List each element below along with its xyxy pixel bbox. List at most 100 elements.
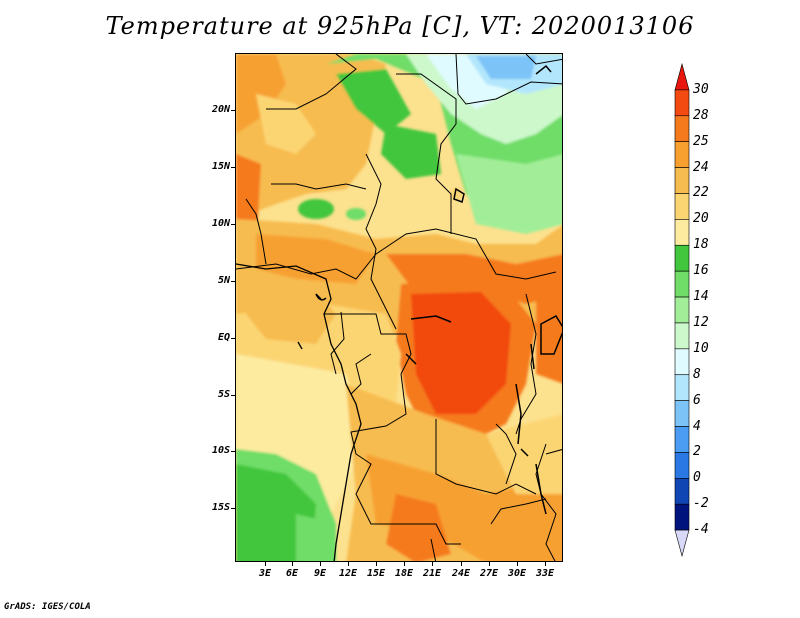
colorbar-label: 2 xyxy=(693,444,701,460)
coast-detail-3 xyxy=(315,293,327,301)
field-kalahari-hot xyxy=(386,494,451,561)
field-north-cold-1 xyxy=(336,69,411,134)
colorbar-swatch xyxy=(674,374,690,401)
border-10 xyxy=(350,353,372,395)
lon-tick xyxy=(517,561,518,566)
lat-label: 10S xyxy=(211,445,230,456)
lon-tick xyxy=(489,561,490,566)
colorbar-label: 22 xyxy=(693,185,709,201)
border-16 xyxy=(430,538,437,561)
lon-label: 15E xyxy=(366,568,386,579)
lon-label: 24E xyxy=(451,568,471,579)
lat-tick xyxy=(231,395,236,396)
lake-tanganyika xyxy=(515,383,522,445)
lat-tick xyxy=(231,167,236,168)
lat-label: 15S xyxy=(211,502,230,513)
border-18 xyxy=(535,443,557,561)
river-congo-2 xyxy=(405,353,417,365)
lat-tick xyxy=(231,451,236,452)
field-sahel-green-2 xyxy=(346,208,366,220)
border-4 xyxy=(365,153,397,330)
colorbar-swatch xyxy=(674,529,690,558)
field-east-african-mild xyxy=(486,414,562,494)
lat-label: EQ xyxy=(217,332,230,343)
field-east-cool xyxy=(456,154,562,234)
colorbar-swatch xyxy=(674,167,690,194)
field-gulf-guinea xyxy=(246,279,336,344)
colorbar-swatch xyxy=(674,219,690,246)
colorbar-swatch xyxy=(674,426,690,453)
colorbar-label: 0 xyxy=(693,470,701,486)
field-south-hot xyxy=(366,454,562,561)
lake-chad xyxy=(453,187,465,203)
lon-tick xyxy=(376,561,377,566)
colorbar-label: 8 xyxy=(693,366,701,382)
colorbar-label: 12 xyxy=(693,314,709,330)
lon-tick xyxy=(265,561,266,566)
field-congo-hot xyxy=(411,292,511,414)
colorbar-label: 20 xyxy=(693,211,709,227)
colorbar-swatch xyxy=(674,244,690,272)
lake-kivu xyxy=(530,343,535,370)
lat-tick xyxy=(231,338,236,339)
colorbar-swatch xyxy=(674,62,690,91)
lat-label: 10N xyxy=(211,218,230,229)
colorbar-label: 18 xyxy=(693,237,709,253)
lon-tick xyxy=(320,561,321,566)
lon-label: 12E xyxy=(338,568,358,579)
lakes xyxy=(315,64,562,515)
field-sahara-hot xyxy=(236,54,286,134)
colorbar-swatch xyxy=(674,193,690,220)
border-12 xyxy=(350,373,461,545)
lon-tick xyxy=(292,561,293,566)
lake-mweru xyxy=(520,448,529,457)
colorbar-swatch xyxy=(674,348,690,376)
border-1 xyxy=(266,54,357,110)
field-east-hot xyxy=(536,284,562,384)
lon-label: 21E xyxy=(422,568,442,579)
border-7 xyxy=(236,228,557,280)
colorbar-label: 24 xyxy=(693,159,709,175)
field-sahel-green-1 xyxy=(298,199,334,219)
border-19 xyxy=(525,54,562,65)
grads-credit: GrADS: IGES/COLA xyxy=(4,602,91,612)
lon-tick xyxy=(461,561,462,566)
colorbar-label: 16 xyxy=(693,263,709,279)
lake-malawi xyxy=(535,463,547,515)
field-sahel-warm xyxy=(256,234,376,284)
colorbar-swatch xyxy=(674,478,690,505)
colorbar-label: 25 xyxy=(693,133,709,149)
border-14 xyxy=(495,423,517,485)
lat-tick xyxy=(231,110,236,111)
colorbar-label: 30 xyxy=(693,81,709,97)
border-3 xyxy=(455,54,562,105)
lon-label: 3E xyxy=(258,568,272,579)
field-sw-coastal xyxy=(296,514,336,561)
river-congo-1 xyxy=(410,315,452,323)
nile-detail xyxy=(535,64,552,75)
lon-label: 27E xyxy=(479,568,499,579)
colorbar-label: -4 xyxy=(693,522,709,538)
lon-label: 30E xyxy=(507,568,527,579)
colorbar-label: 14 xyxy=(693,289,709,305)
lat-label: 5S xyxy=(217,389,230,400)
lat-label: 20N xyxy=(211,104,230,115)
lon-label: 18E xyxy=(394,568,414,579)
lon-tick xyxy=(545,561,546,566)
lake-victoria xyxy=(540,315,562,355)
border-5 xyxy=(271,183,367,190)
colorbar-swatch xyxy=(674,115,690,142)
lat-label: 5N xyxy=(217,275,230,286)
border-2 xyxy=(396,73,457,234)
border-9 xyxy=(330,311,345,375)
lon-label: 9E xyxy=(313,568,327,579)
lon-tick xyxy=(348,561,349,566)
border-6 xyxy=(245,198,267,265)
coast-detail-2 xyxy=(297,341,303,350)
colorbar-swatch xyxy=(674,89,690,117)
colorbar-swatch xyxy=(674,296,690,324)
colorbar-label: 10 xyxy=(693,340,709,356)
temperature-field xyxy=(236,54,562,561)
lat-tick xyxy=(231,224,236,225)
lon-tick xyxy=(404,561,405,566)
